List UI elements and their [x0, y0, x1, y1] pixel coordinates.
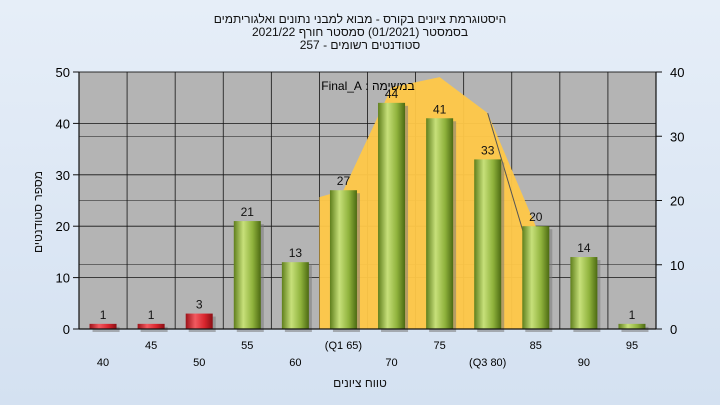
x-tick-label: (Q1 65)	[325, 340, 362, 352]
bar	[281, 262, 309, 329]
x-tick-label: 75	[434, 340, 446, 352]
y2-tick-label: 30	[670, 129, 684, 144]
y-tick-label: 30	[56, 168, 70, 183]
y2-tick-label: 40	[670, 65, 684, 80]
y-tick-label: 10	[56, 271, 70, 286]
bar-value-label: 1	[148, 308, 155, 322]
x-tick-label: 50	[193, 357, 205, 369]
bar	[618, 323, 646, 329]
bar	[89, 323, 117, 329]
bar-value-label: 20	[529, 210, 543, 224]
x-tick-label: 55	[241, 340, 253, 352]
bar-value-label: 1	[629, 308, 636, 322]
bar-value-label: 27	[337, 174, 351, 188]
bar-value-label: 3	[196, 298, 203, 312]
bar	[185, 313, 213, 329]
x-axis-label: טווח ציונים	[333, 376, 387, 390]
chart-title-line1: היסטוגרמת ציונים בקורס - מבוא למבני נתונ…	[213, 12, 507, 26]
y-tick-label: 50	[56, 65, 70, 80]
bar-value-label: 13	[289, 246, 303, 260]
bar-value-label: 14	[577, 241, 591, 255]
bar-value-label: 41	[433, 102, 447, 116]
x-tick-label: 95	[626, 340, 638, 352]
bar	[474, 159, 502, 329]
y-tick-label: 40	[56, 116, 70, 131]
chart-title-line2: בסמסטר (01/2021) סמסטר חורף 2021/22	[251, 25, 469, 39]
bar-value-label: 33	[481, 143, 495, 157]
x-tick-label: 70	[385, 357, 397, 369]
bar-value-label: 1	[100, 308, 107, 322]
y-tick-label: 0	[63, 322, 70, 337]
bar	[233, 221, 261, 329]
x-tick-label: 45	[145, 340, 157, 352]
bar	[329, 190, 357, 329]
x-tick-label: 40	[97, 357, 109, 369]
bar	[522, 226, 550, 329]
bar	[426, 118, 454, 329]
x-tick-label: 60	[289, 357, 301, 369]
bar	[378, 102, 406, 329]
y2-tick-label: 0	[670, 322, 677, 337]
bar	[570, 257, 598, 329]
bar-value-label: 21	[241, 205, 255, 219]
x-tick-label: (Q3 80)	[469, 357, 506, 369]
bar-value-label: 44	[385, 87, 399, 101]
y-tick-label: 20	[56, 219, 70, 234]
curve-legend-label: במשימה : Final_A	[321, 79, 414, 93]
bar	[137, 323, 165, 329]
x-tick-label: 85	[530, 340, 542, 352]
y2-tick-label: 10	[670, 258, 684, 273]
x-tick-label: 90	[578, 357, 590, 369]
chart-title-line3: סטודנטים רשומים - 257	[299, 38, 421, 52]
y2-tick-label: 20	[670, 194, 684, 209]
